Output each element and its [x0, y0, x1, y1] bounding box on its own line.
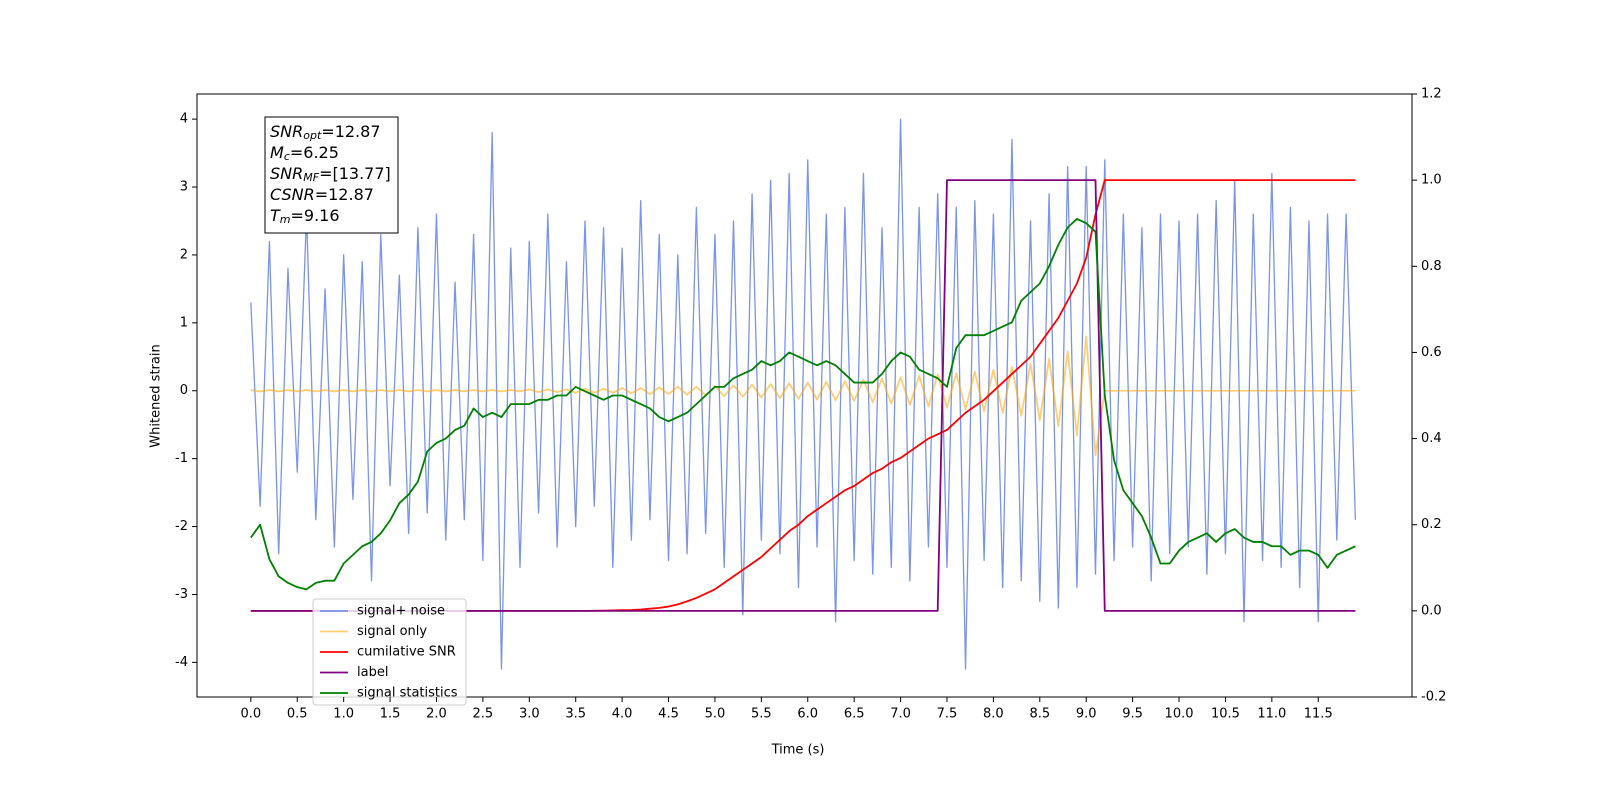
y2-tick-label: 1.2 — [1421, 87, 1442, 102]
annotation-frame — [264, 116, 399, 234]
annotation-line: CSNR=12.87 — [270, 185, 374, 204]
x-tick-label: 5.0 — [705, 707, 726, 722]
y-tick-label: -4 — [175, 655, 188, 670]
annotation-name: SNR — [270, 164, 303, 183]
series-line — [250, 218, 1356, 591]
annotation-name: CSNR — [270, 185, 315, 204]
y2-tick-label: 0.0 — [1421, 603, 1442, 618]
y2-tick-label: -0.2 — [1421, 690, 1446, 705]
annotation-box: SNRopt=12.87Mc=6.25SNRMF=[13.77]CSNR=12.… — [264, 116, 399, 234]
x-tick-label: 3.5 — [565, 707, 586, 722]
axes-frame — [196, 93, 1413, 698]
x-tick-label: 7.5 — [937, 707, 958, 722]
annotation-value: =9.16 — [291, 206, 340, 225]
annotation-name: M — [270, 143, 284, 162]
annotation-line: Mc=6.25 — [270, 143, 339, 164]
x-tick-label: 5.5 — [751, 707, 772, 722]
x-tick-label: 11.0 — [1257, 707, 1286, 722]
y2-tick-label: 0.2 — [1421, 517, 1442, 532]
x-tick-label: 6.0 — [797, 707, 818, 722]
x-tick-label: 1.0 — [333, 707, 354, 722]
x-tick-label: 0.5 — [287, 707, 308, 722]
annotation-subscript: c — [284, 150, 290, 163]
legend-items: signal+ noise signal only cumilative SNR la… — [320, 604, 458, 701]
legend-frame — [312, 598, 467, 706]
legend-label: signal statistics — [357, 686, 458, 701]
y2-tick-label: 1.0 — [1421, 173, 1442, 188]
annotation-name: T — [270, 206, 281, 225]
annotation-value: =6.25 — [290, 143, 339, 162]
annotation-subscript: opt — [303, 129, 322, 142]
y-tick-label: 0 — [180, 383, 188, 398]
legend-label: signal only — [357, 624, 427, 639]
y-tick-label: -1 — [175, 451, 188, 466]
x-tick-label: 7.0 — [890, 707, 911, 722]
x-tick-label: 3.0 — [519, 707, 540, 722]
x-tick-label: 9.5 — [1122, 707, 1143, 722]
x-axis-label: Time (s) — [771, 743, 825, 758]
annotation-line: SNRMF=[13.77] — [270, 164, 391, 185]
y-tick-label: 1 — [180, 315, 188, 330]
y-tick-label: 4 — [180, 112, 188, 127]
x-tick-label: 11.5 — [1304, 707, 1333, 722]
x-tick-label: 2.0 — [426, 707, 447, 722]
x-tick-label: 6.5 — [844, 707, 865, 722]
x-tick-label: 4.5 — [658, 707, 679, 722]
annotation-lines: SNRopt=12.87Mc=6.25SNRMF=[13.77]CSNR=12.… — [270, 122, 391, 227]
annotation-subscript: m — [280, 213, 291, 226]
annotation-line: SNRopt=12.87 — [270, 122, 381, 143]
x-tick-label: 4.0 — [612, 707, 633, 722]
x-tick-label: 8.0 — [983, 707, 1004, 722]
y-tick-label: -3 — [175, 587, 188, 602]
y-tick-label: -2 — [175, 519, 188, 534]
y2-tick-label: 0.6 — [1421, 345, 1442, 360]
x-tick-label: 0.0 — [240, 707, 261, 722]
x-tick-label: 2.5 — [473, 707, 494, 722]
x-tick-label: 10.5 — [1211, 707, 1240, 722]
legend: signal+ noise signal only cumilative SNR la… — [312, 598, 467, 706]
y-tick-label: 2 — [180, 247, 188, 262]
annotation-name: SNR — [270, 122, 303, 141]
annotation-value: =12.87 — [321, 122, 380, 141]
series-line — [250, 118, 1357, 670]
legend-label: cumilative SNR — [357, 645, 456, 660]
y2-tick-label: 0.8 — [1421, 259, 1442, 274]
legend-label: label — [357, 665, 388, 680]
annotation-value: =12.87 — [315, 185, 374, 204]
annotation-value: =[13.77] — [319, 164, 391, 183]
x-tick-label: 9.0 — [1076, 707, 1097, 722]
x-tick-label: 1.5 — [380, 707, 401, 722]
y-axis-label: Whitened strain — [149, 344, 164, 447]
y-tick-label: 3 — [180, 180, 188, 195]
legend-label: signal+ noise — [357, 604, 445, 619]
y2-tick-label: 0.4 — [1421, 431, 1442, 446]
series-line — [250, 335, 1356, 457]
x-tick-label: 10.0 — [1165, 707, 1194, 722]
x-tick-label: 8.5 — [1029, 707, 1050, 722]
annotation-subscript: MF — [303, 171, 319, 184]
annotation-line: Tm=9.16 — [270, 206, 340, 227]
